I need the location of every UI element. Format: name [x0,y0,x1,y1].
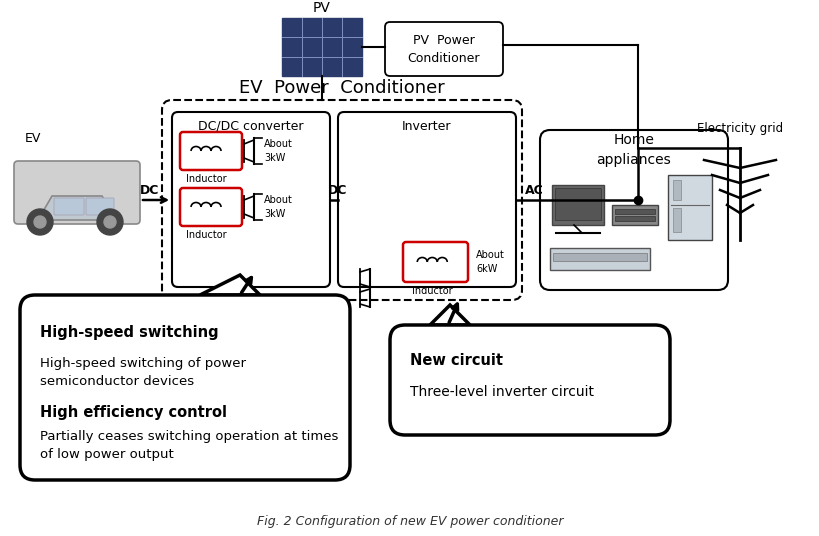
FancyBboxPatch shape [86,198,114,215]
Text: High-speed switching: High-speed switching [40,325,219,340]
Bar [552,253,646,261]
Circle shape [34,216,46,228]
Polygon shape [200,275,260,295]
Text: EV: EV [25,131,41,145]
Text: Home
appliances: Home appliances [596,133,671,167]
Text: High efficiency control: High efficiency control [40,405,227,420]
Bar [554,188,600,220]
Circle shape [97,209,123,235]
Bar [672,208,680,232]
Text: Three-level inverter circuit: Three-level inverter circuit [410,385,593,399]
Text: Inductor: Inductor [411,286,452,296]
Text: New circuit: New circuit [410,353,502,368]
Text: High-speed switching of power
semiconductor devices: High-speed switching of power semiconduc… [40,357,246,388]
FancyBboxPatch shape [54,198,84,215]
Text: PV: PV [313,1,331,15]
Bar [672,180,680,200]
Polygon shape [429,305,469,325]
FancyBboxPatch shape [180,132,242,170]
FancyBboxPatch shape [180,188,242,226]
Text: PV  Power
Conditioner: PV Power Conditioner [407,34,480,64]
Text: DC: DC [328,183,347,197]
Text: DC: DC [140,183,160,197]
Bar [551,185,604,225]
Bar [550,248,649,270]
Bar [614,209,654,214]
Text: Inductor: Inductor [185,230,226,240]
FancyBboxPatch shape [172,112,329,287]
Text: Partially ceases switching operation at times
of low power output: Partially ceases switching operation at … [40,430,338,461]
FancyBboxPatch shape [385,22,502,76]
FancyBboxPatch shape [337,112,515,287]
Text: EV  Power  Conditioner: EV Power Conditioner [239,79,445,97]
Text: Electricity grid: Electricity grid [696,122,782,135]
Text: Inductor: Inductor [185,174,226,184]
Text: About
3kW: About 3kW [264,139,292,162]
FancyBboxPatch shape [402,242,468,282]
Text: Inverter: Inverter [402,120,451,132]
Bar [611,205,657,225]
Text: Fig. 2 Configuration of new EV power conditioner: Fig. 2 Configuration of new EV power con… [256,516,563,528]
Polygon shape [38,196,118,220]
Bar [667,175,711,240]
Circle shape [104,216,115,228]
FancyBboxPatch shape [540,130,727,290]
Bar [282,18,361,76]
FancyBboxPatch shape [390,325,669,435]
FancyBboxPatch shape [14,161,140,224]
Text: DC/DC converter: DC/DC converter [198,120,303,132]
FancyBboxPatch shape [20,295,350,480]
Text: About
6kW: About 6kW [475,250,505,273]
Text: AC: AC [524,183,543,197]
Circle shape [27,209,53,235]
Bar [614,216,654,221]
Text: About
3kW: About 3kW [264,196,292,219]
